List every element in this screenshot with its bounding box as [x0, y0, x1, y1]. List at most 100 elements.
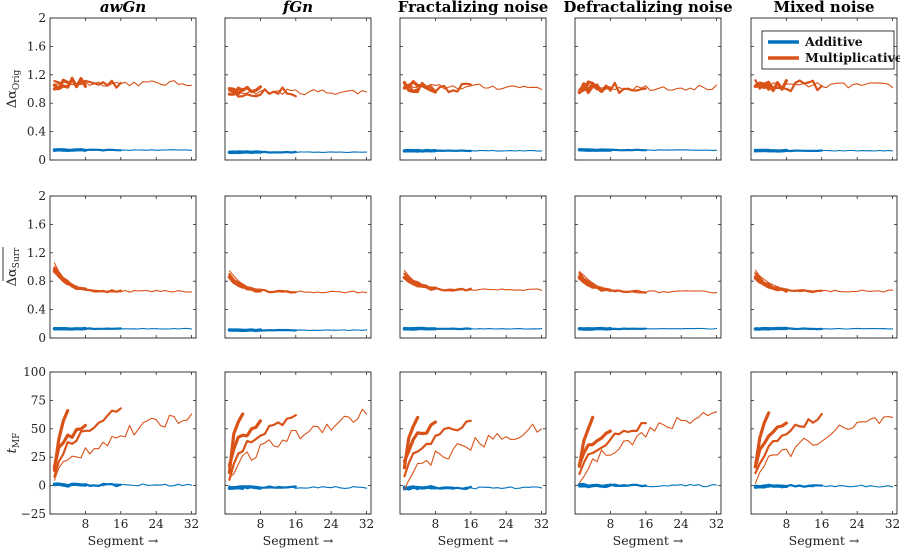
series-multiplicative-32 — [578, 84, 718, 91]
panel-r2-c3: 8 16 24 32 Segment → — [574, 371, 724, 548]
x-tick-label: 32 — [709, 517, 724, 531]
x-tick-label: 16 — [463, 517, 478, 531]
x-tick-label: 8 — [432, 517, 440, 531]
y-tick-label: 100 — [23, 365, 46, 379]
y-tick-label: 0.4 — [27, 125, 46, 139]
panel-r1-c0: 0 0.4 0.8 1.2 1.6 2 — [27, 189, 197, 345]
column-title-3: Defractalizing noise — [563, 0, 732, 16]
series-multiplicative-16 — [53, 407, 122, 478]
series-multiplicative-32 — [228, 270, 368, 294]
series-multiplicative-16 — [578, 81, 647, 95]
panel-frame — [49, 195, 197, 339]
panel-r2-c2: 8 16 24 32 Segment → — [399, 371, 549, 548]
series-multiplicative-32 — [53, 262, 193, 293]
y-tick-label: 0 — [38, 479, 46, 493]
series-additive-32 — [754, 327, 894, 330]
x-tick-label: 16 — [113, 517, 128, 531]
x-tick-label: 24 — [674, 517, 690, 531]
series-multiplicative-16 — [228, 414, 297, 481]
series-multiplicative-32 — [228, 88, 368, 96]
series-multiplicative-32 — [53, 80, 193, 87]
panel-r0-c2 — [399, 17, 547, 161]
panel-frame — [224, 17, 372, 161]
series-multiplicative-4 — [577, 415, 595, 468]
legend-label-1: Multiplicative — [805, 50, 900, 65]
panel-r0-c3 — [574, 17, 722, 161]
panel-r2-c4: 8 16 24 32 Segment → — [750, 371, 900, 548]
x-axis-label: Segment → — [263, 533, 334, 548]
x-tick-label: 16 — [814, 517, 829, 531]
series-multiplicative-16 — [228, 86, 297, 98]
series-multiplicative-8 — [52, 423, 87, 469]
series-multiplicative-16 — [754, 412, 823, 475]
y-tick-label: 1.6 — [27, 39, 46, 53]
x-tick-label: 24 — [324, 517, 340, 531]
series-additive-32 — [403, 486, 543, 490]
series-additive-32 — [228, 151, 368, 154]
series-multiplicative-32 — [403, 270, 543, 291]
y-axis-label-text: ΔαOrig — [5, 70, 22, 109]
panel-frame — [224, 195, 372, 339]
panel-r1-c2 — [399, 195, 547, 339]
series-multiplicative-16 — [754, 272, 823, 294]
x-tick-label: 24 — [499, 517, 515, 531]
panel-frame — [574, 371, 722, 515]
panel-frame — [750, 195, 898, 339]
panel-frame — [750, 17, 898, 161]
y-tick-label: 1.2 — [27, 68, 46, 82]
y-tick-label: 1.6 — [27, 217, 46, 231]
series-multiplicative-32 — [754, 82, 894, 89]
series-additive-32 — [578, 483, 718, 488]
series-multiplicative-32 — [53, 413, 193, 481]
x-axis-label: Segment → — [88, 533, 159, 548]
series-multiplicative-32 — [403, 423, 543, 490]
panel-frame — [224, 371, 372, 515]
panel-frame — [399, 17, 547, 161]
x-tick-label: 24 — [149, 517, 165, 531]
series-multiplicative-16 — [754, 79, 823, 93]
x-tick-label: 16 — [638, 517, 653, 531]
column-title-0: awGn — [100, 0, 146, 16]
series-additive-32 — [754, 484, 894, 488]
series-multiplicative-32 — [578, 411, 718, 484]
panel-r0-c0: 0 0.4 0.8 1.2 1.6 2 — [27, 11, 197, 167]
x-tick-label: 32 — [184, 517, 199, 531]
series-multiplicative-32 — [403, 83, 543, 90]
x-tick-label: 32 — [534, 517, 549, 531]
y-tick-label: 2 — [38, 11, 46, 25]
series-multiplicative-16 — [403, 81, 472, 94]
series-multiplicative-32 — [228, 408, 368, 478]
panel-r1-c4 — [750, 195, 898, 339]
y-tick-label: 0.8 — [27, 96, 46, 110]
y-axis-label-0: ΔαOrig — [5, 70, 22, 109]
column-title-1: fGn — [282, 0, 313, 16]
series-additive-32 — [228, 485, 368, 489]
panel-frame — [574, 195, 722, 339]
x-tick-label: 8 — [257, 517, 265, 531]
series-additive-32 — [403, 327, 543, 330]
y-tick-label: 50 — [31, 422, 46, 436]
series-multiplicative-16 — [403, 419, 472, 478]
y-tick-label: 0.4 — [27, 303, 46, 317]
series-additive-32 — [754, 149, 894, 152]
y-tick-label: 0 — [38, 331, 46, 345]
panel-r0-c1 — [224, 17, 372, 161]
legend-box — [761, 30, 895, 70]
panel-r1-c3 — [574, 195, 722, 339]
panel-frame — [750, 371, 898, 515]
panel-r2-c1: 8 16 24 32 Segment → — [224, 371, 374, 548]
y-tick-label: 2 — [38, 189, 46, 203]
series-additive-32 — [578, 327, 718, 330]
x-tick-label: 24 — [850, 517, 866, 531]
series-multiplicative-8 — [577, 429, 612, 467]
x-axis-label: Segment → — [613, 533, 684, 548]
y-tick-label: 1.2 — [27, 246, 46, 260]
panel-frame — [49, 17, 197, 161]
series-multiplicative-32 — [754, 269, 894, 293]
series-multiplicative-8 — [402, 275, 437, 291]
y-axis-label-text: tMF — [5, 433, 22, 454]
legend-label-0: Additive — [804, 34, 863, 49]
x-tick-label: 32 — [359, 517, 374, 531]
